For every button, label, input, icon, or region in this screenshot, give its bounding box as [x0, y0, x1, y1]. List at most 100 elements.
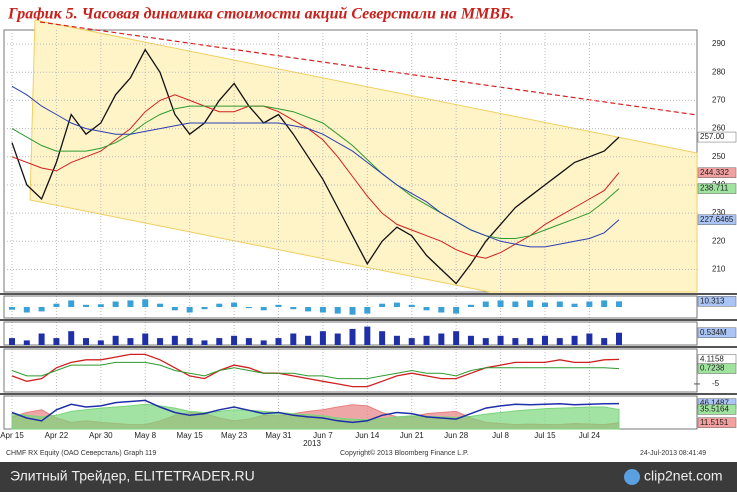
bar [453, 331, 460, 345]
x-tick-label: Jun 21 [400, 431, 425, 440]
x-tick-label: Jul 15 [534, 431, 556, 440]
title: График 5. Часовая динамика стоимости акц… [7, 6, 514, 23]
x-tick-label: Jun 7 [313, 431, 333, 440]
bar [9, 307, 15, 310]
x-tick-label: Apr 22 [45, 431, 69, 440]
bar [556, 338, 563, 345]
series-area [11, 403, 620, 430]
bar [586, 333, 593, 345]
bar [112, 335, 119, 345]
bar [83, 304, 90, 307]
value-tag [697, 167, 737, 178]
x-tick-label: May 15 [177, 431, 204, 440]
value-tag [697, 131, 737, 143]
bar [275, 338, 282, 345]
bar [527, 300, 534, 307]
y-tick-label: 270 [712, 96, 726, 105]
value-tag [697, 214, 737, 225]
bar [142, 299, 149, 307]
footer-right: 24-Jul-2013 08:41:49 [640, 450, 706, 457]
bar [127, 338, 134, 345]
bar [571, 335, 578, 345]
series-line [11, 105, 620, 239]
bar [467, 335, 474, 345]
series-line [11, 94, 620, 259]
y-tick-label: 250 [712, 152, 726, 161]
bar [201, 340, 208, 345]
bar [260, 307, 267, 311]
watermark-bar [0, 462, 737, 492]
bar [290, 333, 297, 345]
x-tick-label: May 31 [265, 431, 292, 440]
bar [541, 335, 548, 345]
value-tag-label: 10.313 [700, 296, 725, 305]
x-tick-label: May 8 [134, 431, 156, 440]
x-tick-label: Jun 28 [444, 431, 469, 440]
bar [527, 338, 534, 345]
series-line [11, 399, 620, 424]
bar [245, 307, 252, 309]
footer-center: Copyright© 2013 Bloomberg Finance L.P. [340, 449, 469, 457]
value-tag-label: 4.1158 [700, 355, 724, 364]
value-tag [697, 404, 737, 415]
bar [423, 307, 430, 311]
bar [349, 328, 356, 345]
bar [23, 340, 30, 345]
series-line [11, 48, 620, 285]
bar [275, 304, 282, 307]
bar [586, 301, 593, 307]
panel [3, 348, 698, 393]
x-tick-label: Apr 30 [89, 431, 113, 440]
bar [556, 301, 563, 307]
bar [112, 301, 119, 307]
series-line [11, 353, 620, 388]
bar [171, 335, 178, 345]
bar [305, 335, 312, 345]
bar [541, 302, 548, 307]
bar [38, 307, 45, 312]
bar [616, 332, 622, 345]
y-tick-label: 230 [712, 208, 726, 217]
bar [23, 307, 30, 313]
bar [319, 331, 326, 345]
watermark-left: Элитный Трейдер, ELITETRADER.RU [10, 468, 255, 484]
bar [438, 307, 445, 313]
bar [305, 307, 312, 312]
x-tick-label: Jun 14 [355, 431, 380, 440]
bar [571, 303, 578, 307]
watermark-right: clip2net.com [644, 468, 723, 484]
x-tick-label: Jul 24 [579, 431, 601, 440]
value-tag [697, 183, 737, 194]
value-tag-label: 35.5164 [700, 405, 729, 414]
bar [512, 338, 519, 345]
value-tag-label: 11.5151 [700, 418, 729, 427]
trend-line [39, 21, 698, 116]
y-tick-label: -5 [712, 379, 720, 388]
bar [186, 338, 193, 345]
bar [68, 300, 75, 307]
bar [53, 338, 60, 345]
bar [601, 338, 608, 345]
bar [68, 331, 75, 345]
bar [334, 307, 341, 314]
bar [53, 303, 60, 307]
value-tag-label: 227.6465 [700, 215, 734, 224]
bar [497, 300, 504, 307]
bar [438, 333, 445, 345]
x-tick-label: May 23 [221, 431, 248, 440]
bar [423, 335, 430, 345]
bar [512, 301, 519, 307]
bar [157, 303, 164, 307]
bar [83, 338, 90, 345]
value-tag-label: 257.00 [700, 132, 725, 141]
bar [334, 333, 341, 345]
series-line [11, 85, 620, 248]
bar [142, 333, 149, 345]
bar [379, 331, 386, 345]
value-tag-label: 244.332 [700, 168, 729, 177]
bar [482, 338, 489, 345]
bar [379, 303, 386, 307]
bar [245, 338, 252, 345]
value-tag-label: 0.534M [700, 328, 727, 337]
x-tick-label: Apr 15 [0, 431, 24, 440]
